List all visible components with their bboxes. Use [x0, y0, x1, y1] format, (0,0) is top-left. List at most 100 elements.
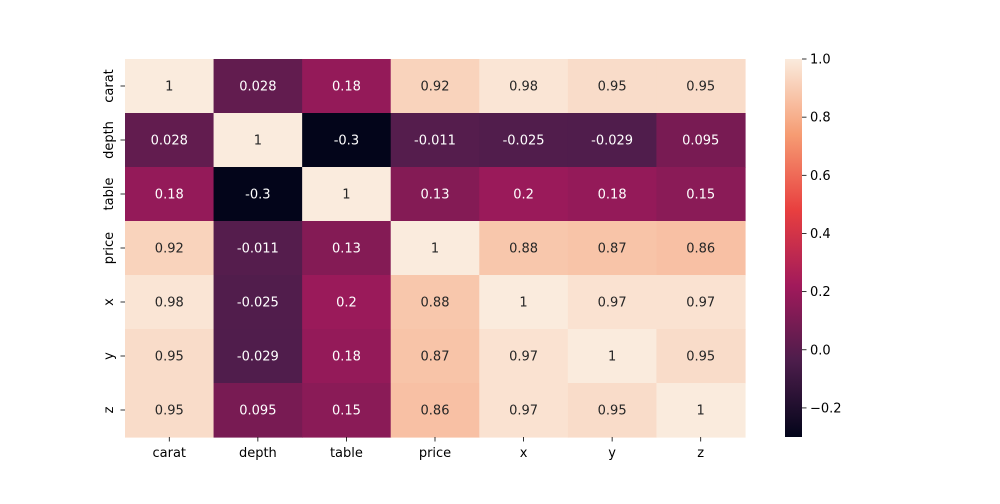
heatmap-cell-x-depth [213, 275, 303, 330]
x-tick-label-price: price [419, 446, 451, 461]
cell-annotation: 0.18 [598, 188, 627, 203]
cell-annotation: 0.98 [155, 296, 184, 311]
cell-annotation: 0.15 [686, 188, 715, 203]
heatmap-cell-z-y [567, 383, 658, 438]
cell-annotations: 1 0.028 0.18 0.92 0.98 0.95 0.95 0.028 1 -0.3 -0.0… [151, 80, 720, 419]
cell-annotation: -0.011 [237, 242, 279, 257]
y-tick-label-carat: carat [102, 69, 117, 103]
cell-annotation: 0.028 [151, 134, 188, 149]
cell-annotation: 1 [254, 134, 262, 149]
cell-annotation: 0.88 [509, 242, 538, 257]
cell-annotation: 0.97 [598, 296, 627, 311]
cell-annotation: 0.98 [509, 80, 538, 95]
colorbar-tick-label: 1.0 [810, 53, 831, 68]
y-axis: carat depth table price x y z [102, 69, 125, 413]
heatmap-cell-table-y [567, 167, 658, 222]
cell-annotation: 0.97 [509, 404, 538, 419]
heatmap-cell-table-price [390, 167, 480, 222]
colorbar-tick-label: 0.0 [810, 343, 831, 358]
y-tick-label-z: z [102, 406, 117, 413]
heatmap-cell-z-depth [213, 383, 303, 438]
heatmap-cell-price-depth [213, 221, 303, 276]
cell-annotation: -0.025 [503, 134, 545, 149]
heatmap-cell-carat-x [479, 59, 569, 114]
heatmap-cell-depth-price [390, 113, 480, 168]
heatmap-cell-y-x [479, 329, 569, 384]
cell-annotation: 0.2 [336, 296, 357, 311]
heatmap-cell-carat-table [302, 59, 392, 114]
cell-annotation: 0.18 [332, 350, 361, 365]
y-tick-label-x: x [102, 298, 117, 306]
cell-annotation: 0.86 [686, 242, 715, 257]
heatmap-cell-z-carat [125, 383, 215, 438]
heatmap-cell-table-z [656, 167, 746, 222]
cell-annotation: -0.3 [245, 188, 270, 203]
heatmap-cell-carat-z [656, 59, 746, 114]
heatmap-cell-table-carat [125, 167, 215, 222]
cell-annotation: -0.3 [334, 134, 359, 149]
cell-annotation: 0.87 [421, 350, 450, 365]
cell-annotation: 0.13 [421, 188, 450, 203]
heatmap-cell-depth-x [479, 113, 569, 168]
heatmap-cell-carat-carat [125, 59, 215, 114]
x-axis: carat depth table price x y z [153, 437, 704, 461]
cell-annotation: 1 [697, 404, 705, 419]
colorbar-tick-label: 0.4 [810, 227, 831, 242]
heatmap-cell-z-x [479, 383, 569, 438]
heatmap-cell-z-price [390, 383, 480, 438]
heatmap-cell-x-z [656, 275, 746, 330]
x-tick-label-z: z [697, 446, 704, 461]
cell-annotation: 0.88 [421, 296, 450, 311]
colorbar: −0.2 0.0 0.2 0.4 0.6 0.8 1.0 [785, 53, 842, 437]
heatmap-cell-table-depth [213, 167, 303, 222]
cell-annotation: 0.95 [686, 80, 715, 95]
cell-annotation: 0.95 [155, 404, 184, 419]
heatmap-cell-depth-y [567, 113, 658, 168]
heatmap-cell-price-z [656, 221, 746, 276]
heatmap-cell-x-x [479, 275, 569, 330]
cell-annotation: 1 [342, 188, 350, 203]
heatmap-cell-y-table [302, 329, 392, 384]
cell-annotation: 0.95 [598, 80, 627, 95]
heatmap-cell-x-price [390, 275, 480, 330]
cell-annotation: -0.025 [237, 296, 279, 311]
cell-annotation: 1 [431, 242, 439, 257]
y-tick-label-depth: depth [102, 121, 117, 159]
colorbar-tick-label: 0.2 [810, 285, 831, 300]
heatmap-cell-x-y [567, 275, 658, 330]
cell-annotation: 0.92 [155, 242, 184, 257]
heatmap-cell-price-carat [125, 221, 215, 276]
heatmap-cell-depth-z [656, 113, 746, 168]
cell-annotation: 0.87 [598, 242, 627, 257]
heatmap-cell-depth-table [302, 113, 392, 168]
heatmap-cell-x-table [302, 275, 392, 330]
heatmap-cell-price-y [567, 221, 658, 276]
x-tick-label-depth: depth [239, 446, 277, 461]
heatmap-cell-table-x [479, 167, 569, 222]
heatmap-cell-carat-price [390, 59, 480, 114]
cell-annotation: 0.95 [598, 404, 627, 419]
colorbar-gradient [785, 59, 802, 437]
heatmap-cell-carat-depth [213, 59, 303, 114]
heatmap-cells [125, 59, 746, 438]
cell-annotation: 0.13 [332, 242, 361, 257]
cell-annotation: 0.2 [513, 188, 534, 203]
cell-annotation: 0.18 [155, 188, 184, 203]
cell-annotation: -0.011 [414, 134, 456, 149]
y-tick-label-price: price [102, 232, 117, 264]
heatmap-cell-price-table [302, 221, 392, 276]
colorbar-tick-label: −0.2 [810, 401, 842, 416]
cell-annotation: 0.92 [421, 80, 450, 95]
colorbar-tick-label: 0.8 [810, 111, 831, 126]
cell-annotation: 0.095 [239, 404, 276, 419]
cell-annotation: 0.028 [239, 80, 276, 95]
heatmap-cell-y-z [656, 329, 746, 384]
cell-annotation: -0.029 [237, 350, 279, 365]
colorbar-tick-label: 0.6 [810, 169, 831, 184]
y-tick-label-y: y [102, 352, 117, 360]
heatmap-cell-y-depth [213, 329, 303, 384]
cell-annotation: 0.97 [509, 350, 538, 365]
heatmap-cell-depth-depth [213, 113, 303, 168]
